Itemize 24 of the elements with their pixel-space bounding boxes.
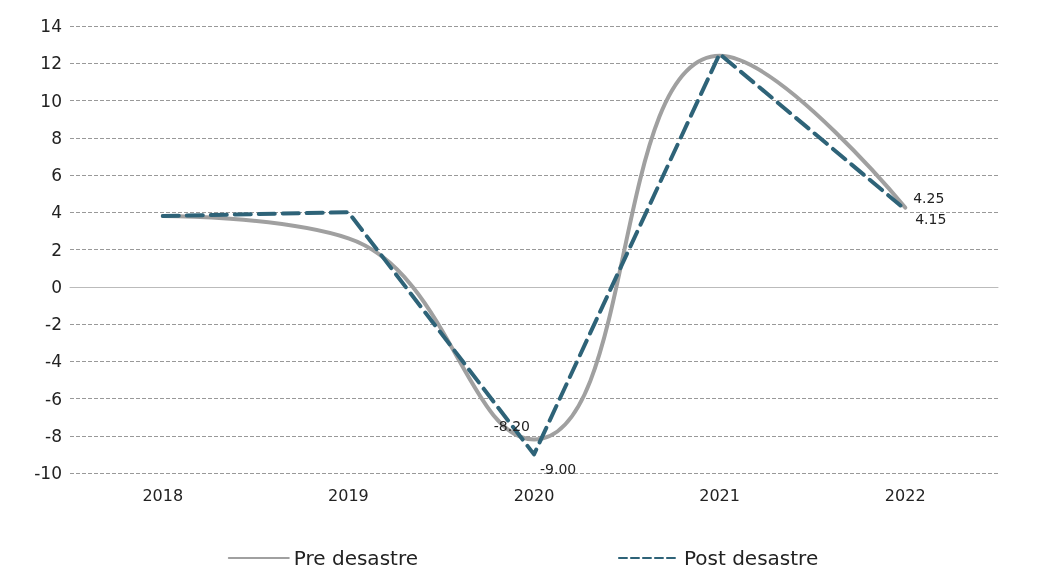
y-tick-label: -4: [45, 351, 62, 372]
x-tick-label: 2020: [513, 485, 555, 505]
legend-label: Pre desastre: [293, 546, 418, 570]
y-tick-label: 0: [51, 276, 62, 297]
y-tick-label: -8: [45, 425, 62, 446]
legend-label: Post desastre: [683, 546, 819, 570]
x-tick-label: 2018: [142, 485, 184, 505]
x-tick-label: 2021: [699, 485, 740, 505]
x-tick-label: 2022: [884, 485, 926, 505]
y-tick-label: -2: [45, 314, 62, 334]
y-tick-label: 14: [40, 16, 62, 36]
y-tick-label: 4: [51, 202, 62, 223]
y-tick-label: 6: [51, 165, 62, 185]
data-label: 4.15: [915, 211, 947, 228]
data-label: 4.25: [913, 189, 945, 206]
y-tick-label: 12: [40, 53, 62, 74]
y-tick-label: 2: [51, 239, 62, 260]
x-tick-label: 2019: [328, 485, 369, 505]
y-tick-label: -10: [34, 463, 62, 483]
data-label: -8.20: [493, 418, 530, 435]
y-tick-label: -6: [45, 388, 62, 409]
y-tick-label: 8: [51, 127, 62, 148]
y-tick-label: 10: [40, 90, 62, 111]
data-label: -9.00: [540, 461, 577, 478]
